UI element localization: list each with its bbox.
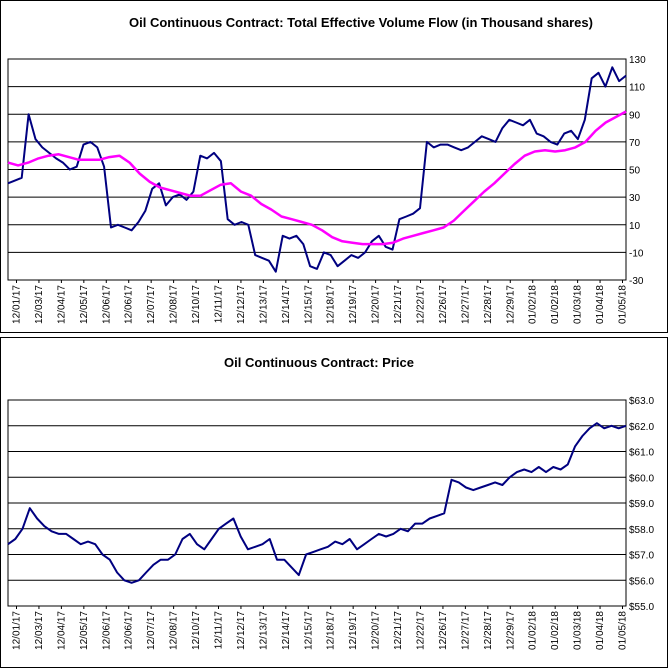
series-line-0 <box>7 422 627 584</box>
x-tick-label: 12/10/17 <box>191 611 202 650</box>
x-tick-label: 12/11/17 <box>214 285 225 324</box>
x-tick-label: 12/21/17 <box>393 611 404 650</box>
x-tick-label: 12/27/17 <box>460 285 471 324</box>
series-line-0 <box>7 66 627 273</box>
y-tick-label: -10 <box>629 248 644 259</box>
x-tick-label: 12/29/17 <box>505 611 516 650</box>
y-tick-label: 50 <box>629 166 641 177</box>
x-tick-label: 01/03/18 <box>573 611 584 650</box>
x-tick-label: 12/08/17 <box>169 611 180 650</box>
x-tick-label: 12/26/17 <box>438 285 449 324</box>
x-tick-label: 12/18/17 <box>326 285 337 324</box>
x-tick-label: 01/02/18 <box>550 285 561 324</box>
x-tick-label: 12/22/17 <box>416 611 427 650</box>
volume-flow-chart-title: Oil Continuous Contract: Total Effective… <box>129 15 593 30</box>
x-tick-label: 12/11/17 <box>214 611 225 650</box>
x-tick-label: 12/22/17 <box>416 285 427 324</box>
x-tick-label: 12/05/17 <box>79 285 90 324</box>
x-tick-label: 12/01/17 <box>12 611 23 650</box>
x-tick-label: 12/12/17 <box>236 611 247 650</box>
y-tick-label: $58.0 <box>629 525 654 536</box>
y-tick-label: 110 <box>629 83 645 94</box>
x-tick-label: 01/05/18 <box>618 611 629 650</box>
x-tick-label: 12/01/17 <box>12 285 23 324</box>
x-tick-label: 12/13/17 <box>258 285 269 324</box>
x-tick-label: 12/10/17 <box>191 285 202 324</box>
y-tick-label: 10 <box>629 221 641 232</box>
x-tick-label: 12/07/17 <box>146 285 157 324</box>
y-tick-label: 130 <box>629 55 646 66</box>
x-tick-label: 01/03/18 <box>573 285 584 324</box>
x-tick-label: 12/07/17 <box>146 611 157 650</box>
x-tick-label: 01/02/18 <box>550 611 561 650</box>
y-tick-label: $56.0 <box>629 576 654 587</box>
x-tick-label: 01/04/18 <box>595 285 606 324</box>
x-tick-label: 12/20/17 <box>371 285 382 324</box>
x-tick-label: 12/03/17 <box>34 285 45 324</box>
y-tick-label: $63.0 <box>629 396 654 407</box>
price-chart-title: Oil Continuous Contract: Price <box>224 355 414 370</box>
x-tick-label: 01/02/18 <box>528 285 539 324</box>
y-tick-label: $62.0 <box>629 422 654 433</box>
x-tick-label: 12/06/17 <box>101 285 112 324</box>
volume-flow-chart: Oil Continuous Contract: Total Effective… <box>7 15 646 324</box>
y-tick-label: 70 <box>629 138 641 149</box>
y-tick-label: $57.0 <box>629 551 654 562</box>
y-tick-label: 90 <box>629 110 641 121</box>
price-chart: Oil Continuous Contract: Price $55.0 $56.… <box>7 355 654 650</box>
x-tick-label: 12/14/17 <box>281 285 292 324</box>
x-tick-label: 12/03/17 <box>34 611 45 650</box>
x-tick-label: 12/04/17 <box>56 285 67 324</box>
x-tick-label: 12/27/17 <box>460 611 471 650</box>
x-tick-label: 12/28/17 <box>483 285 494 324</box>
x-tick-label: 12/15/17 <box>303 611 314 650</box>
series-line-1 <box>7 110 627 246</box>
y-tick-label: $55.0 <box>629 602 654 613</box>
x-tick-label: 12/28/17 <box>483 611 494 650</box>
price-chart-panel: Oil Continuous Contract: Price $55.0 $56.… <box>0 337 668 668</box>
volume-flow-chart-panel: Oil Continuous Contract: Total Effective… <box>0 0 668 333</box>
y-tick-label: -30 <box>629 276 644 287</box>
x-tick-label: 12/06/17 <box>101 611 112 650</box>
x-tick-label: 12/05/17 <box>79 611 90 650</box>
x-tick-label: 12/04/17 <box>56 611 67 650</box>
x-tick-label: 12/06/17 <box>124 285 135 324</box>
x-tick-label: 12/21/17 <box>393 285 404 324</box>
x-tick-label: 12/19/17 <box>348 285 359 324</box>
x-tick-label: 12/29/17 <box>505 285 516 324</box>
x-tick-label: 12/12/17 <box>236 285 247 324</box>
x-tick-label: 12/18/17 <box>326 611 337 650</box>
x-tick-label: 01/05/18 <box>618 285 629 324</box>
x-tick-label: 12/14/17 <box>281 611 292 650</box>
x-tick-label: 12/19/17 <box>348 611 359 650</box>
x-tick-label: 12/06/17 <box>124 611 135 650</box>
x-tick-label: 12/13/17 <box>258 611 269 650</box>
x-tick-label: 01/02/18 <box>528 611 539 650</box>
y-tick-label: $61.0 <box>629 448 654 459</box>
y-tick-label: $59.0 <box>629 499 654 510</box>
y-tick-label: $60.0 <box>629 473 654 484</box>
x-tick-label: 12/08/17 <box>169 285 180 324</box>
y-tick-label: 30 <box>629 193 641 204</box>
x-tick-label: 01/04/18 <box>595 611 606 650</box>
x-tick-label: 12/15/17 <box>303 285 314 324</box>
x-tick-label: 12/20/17 <box>371 611 382 650</box>
x-tick-label: 12/26/17 <box>438 611 449 650</box>
